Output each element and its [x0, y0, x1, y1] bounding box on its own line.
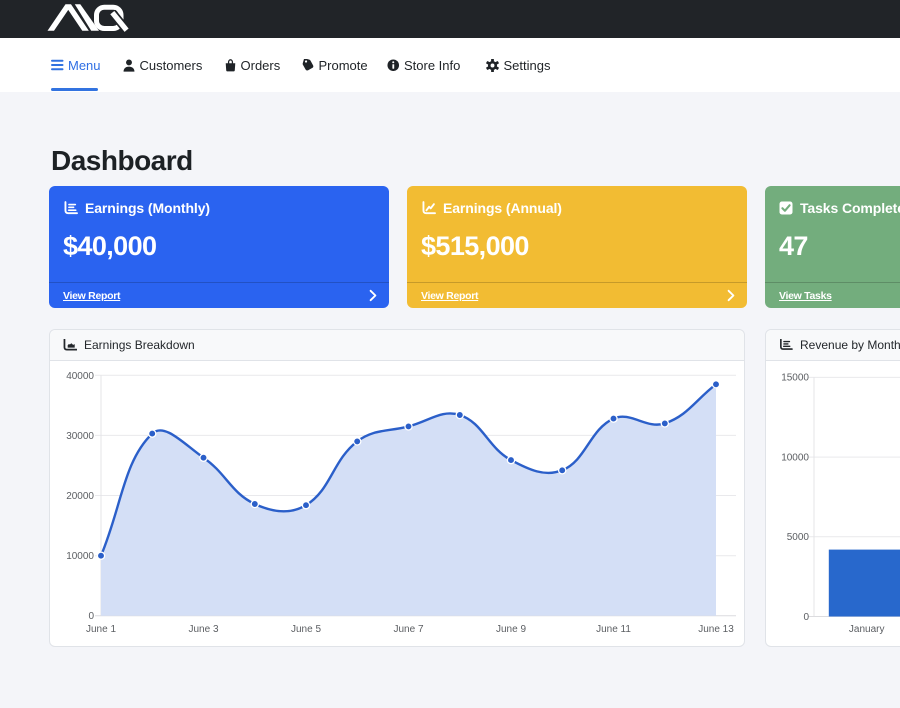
svg-text:30000: 30000 — [66, 431, 94, 442]
svg-text:10000: 10000 — [66, 551, 94, 562]
svg-text:June 3: June 3 — [188, 624, 218, 635]
svg-text:40000: 40000 — [66, 371, 94, 382]
svg-text:June 9: June 9 — [496, 624, 526, 635]
svg-text:January: January — [849, 624, 885, 635]
svg-text:10000: 10000 — [781, 452, 809, 463]
svg-text:June 7: June 7 — [393, 624, 423, 635]
svg-text:June 1: June 1 — [86, 624, 116, 635]
svg-text:June 5: June 5 — [291, 624, 321, 635]
svg-text:0: 0 — [803, 612, 809, 623]
svg-text:20000: 20000 — [66, 491, 94, 502]
svg-text:June 11: June 11 — [596, 624, 631, 635]
svg-text:June 13: June 13 — [698, 624, 734, 635]
svg-text:15000: 15000 — [781, 373, 809, 384]
svg-text:5000: 5000 — [787, 532, 810, 543]
svg-text:0: 0 — [88, 611, 94, 622]
